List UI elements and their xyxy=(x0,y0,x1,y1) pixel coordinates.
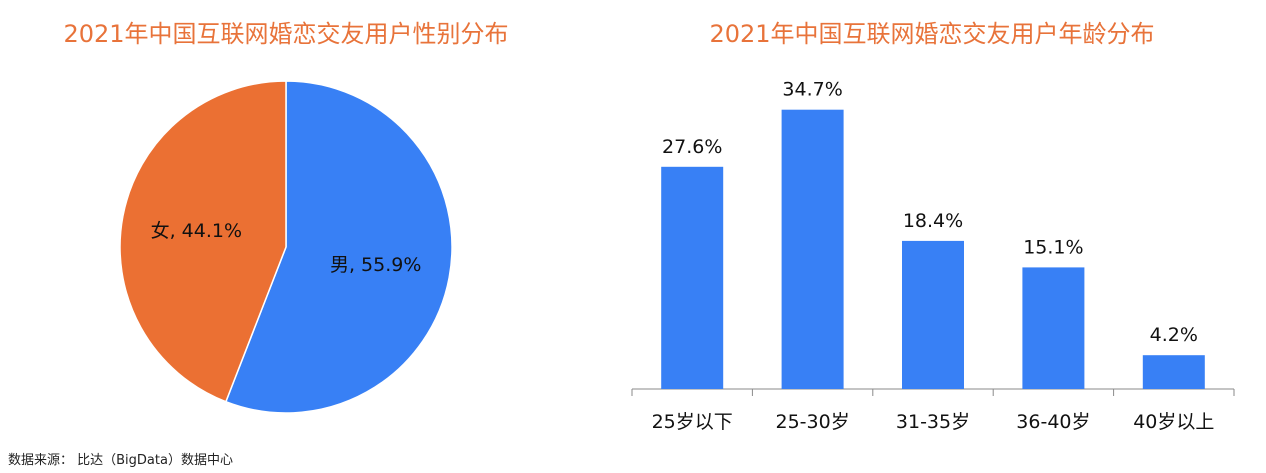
bar-value-label-1: 34.7% xyxy=(782,79,842,101)
x-tick-label-3: 36-40岁 xyxy=(1016,411,1090,433)
pie-slice-0 xyxy=(224,80,453,414)
pie-slice-label-0: 男, 55.9% xyxy=(330,254,421,276)
pie-slice-label-1: 女, 44.1% xyxy=(151,220,242,242)
bar-value-label-2: 18.4% xyxy=(903,210,963,232)
bar-value-label-3: 15.1% xyxy=(1023,236,1083,258)
bar-value-label-4: 4.2% xyxy=(1150,324,1198,346)
bar-4 xyxy=(1142,355,1205,389)
bar-0 xyxy=(661,166,724,389)
bar-2 xyxy=(902,240,964,389)
pie-slice-1 xyxy=(119,80,287,403)
x-tick-label-1: 25-30岁 xyxy=(775,411,849,433)
x-tick-label-2: 31-35岁 xyxy=(896,411,970,433)
x-tick-label-4: 40岁以上 xyxy=(1133,411,1214,433)
bar-value-label-0: 27.6% xyxy=(662,136,722,158)
bar-3 xyxy=(1022,267,1085,389)
pie-chart-title: 2021年中国互联网婚恋交友用户性别分布 xyxy=(63,20,509,48)
x-tick-label-0: 25岁以下 xyxy=(652,411,733,433)
bar-chart: 27.6% 25岁以下 34.7% 25-30岁 18.4% 31-35岁 15.1% 36-… xyxy=(631,79,1235,433)
pie-chart: 男, 55.9% 女, 44.1% xyxy=(119,80,453,414)
bar-1 xyxy=(781,109,844,389)
bar-chart-title: 2021年中国互联网婚恋交友用户年龄分布 xyxy=(709,20,1155,48)
data-source-note: 数据来源： 比达（BigData）数据中心 xyxy=(8,453,233,468)
